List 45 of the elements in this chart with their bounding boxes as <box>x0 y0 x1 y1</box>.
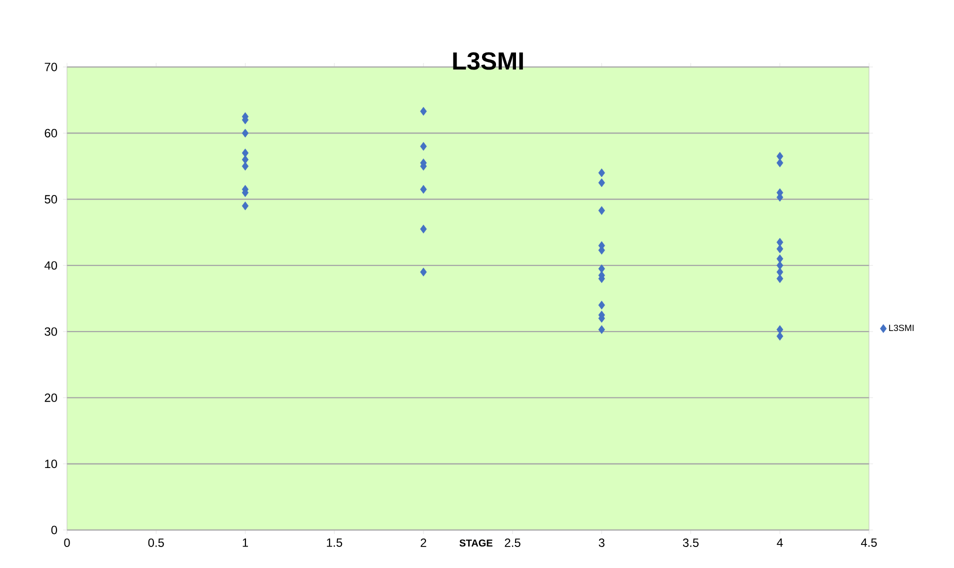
point <box>776 152 784 161</box>
y-tick-label: 60 <box>44 128 58 138</box>
x-tick-label: 2 <box>420 538 426 547</box>
x-tick-label: 1.5 <box>326 538 342 547</box>
x-tick-label: 4 <box>776 538 783 547</box>
point <box>598 325 606 334</box>
point <box>420 106 427 116</box>
point <box>242 162 249 171</box>
x-tick-label: 0.5 <box>148 538 164 547</box>
point <box>776 268 784 276</box>
point <box>598 264 606 274</box>
point <box>776 332 784 341</box>
x-tick-label: 0 <box>64 538 70 547</box>
point <box>420 224 427 234</box>
y-tick-label: 70 <box>44 62 58 72</box>
point <box>776 274 784 284</box>
point <box>598 168 606 178</box>
point <box>776 158 784 168</box>
point <box>242 128 249 138</box>
point <box>242 202 249 210</box>
x-axis-title: STAGE <box>460 539 492 547</box>
legend-label: L3SMI <box>889 324 914 332</box>
chart-title: L3SMI <box>453 52 523 70</box>
x-tick-label: 1 <box>242 538 248 547</box>
point <box>598 178 606 188</box>
y-tick-label: 20 <box>44 393 58 402</box>
y-tick-label: 40 <box>44 261 58 270</box>
point <box>420 184 427 194</box>
point <box>242 148 249 158</box>
point <box>420 268 427 276</box>
point <box>598 206 606 215</box>
y-tick-label: 0 <box>51 526 58 534</box>
point <box>420 142 427 151</box>
point <box>776 238 784 247</box>
point <box>598 300 606 310</box>
y-tick-label: 10 <box>45 460 58 468</box>
x-tick-label: 4.5 <box>860 538 877 547</box>
point <box>776 261 784 270</box>
x-tick-label: 3 <box>598 538 604 547</box>
x-tick-label: 3.5 <box>682 538 699 547</box>
y-tick-label: 30 <box>44 327 58 336</box>
x-tick-label: 2.5 <box>504 538 520 547</box>
point <box>776 254 784 264</box>
point <box>776 325 784 334</box>
y-tick-label: 50 <box>44 195 58 204</box>
